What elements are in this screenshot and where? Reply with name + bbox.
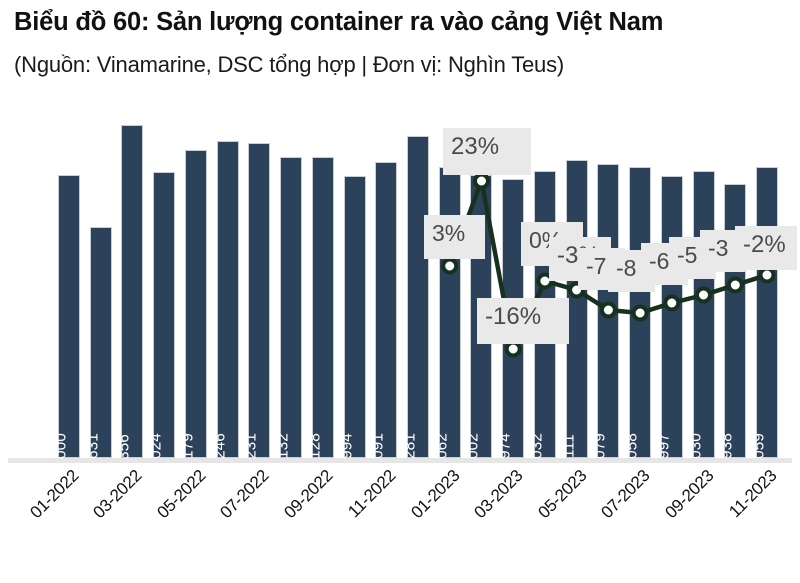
- bar: 2,132: [275, 156, 303, 472]
- x-tick-label: 11-2023: [725, 466, 781, 522]
- bar-value-label: 2,030: [687, 433, 705, 473]
- bar-value-label: 2,032: [528, 433, 546, 473]
- bar: 2,024: [148, 171, 176, 472]
- bar-value-label: 2,024: [147, 433, 165, 473]
- bar-value-label: 2,246: [211, 433, 229, 473]
- x-axis-line: [8, 458, 792, 463]
- x-tick-label: 01-2022: [26, 466, 83, 523]
- bar-value-label: 2,079: [591, 433, 609, 473]
- bar: 2,231: [243, 142, 271, 472]
- bar-value-label: 2,002: [464, 433, 482, 473]
- bar: 1,631: [84, 227, 112, 472]
- bar: 2,356: [116, 125, 144, 472]
- pct-label-neg16: -16%: [477, 298, 569, 344]
- bar: 2,059: [751, 166, 778, 472]
- bar: 1,997: [655, 175, 683, 472]
- x-tick-label: 11-2022: [344, 466, 400, 522]
- x-tick-label: 07-2022: [216, 466, 273, 523]
- bar-value-label: 2,062: [433, 433, 451, 473]
- bar-value-label: 2,132: [274, 433, 292, 473]
- chart-subtitle: (Nguồn: Vinamarine, DSC tổng hợp | Đơn v…: [14, 52, 565, 77]
- bar: 2,079: [592, 164, 620, 472]
- x-tick-label: 09-2022: [280, 466, 337, 523]
- pct-label-3: 3%: [424, 215, 485, 259]
- x-tick-label: 03-2022: [89, 466, 146, 523]
- x-tick-label: 09-2023: [660, 466, 717, 523]
- pct-label-neg2: -2%: [735, 226, 797, 270]
- x-tick-label: 07-2023: [597, 466, 654, 523]
- bar: 2,062: [433, 166, 461, 472]
- bar: 2,000: [53, 175, 80, 472]
- bar: 2,179: [179, 150, 207, 472]
- bar-value-label: 2,111: [560, 434, 578, 472]
- chart-title: Biểu đồ 60: Sản lượng container ra vào c…: [14, 8, 664, 36]
- bar-value-label: 1,938: [718, 433, 736, 473]
- bar-value-label: 2,281: [401, 433, 419, 473]
- bar: 2,058: [624, 167, 652, 472]
- bar: 1,994: [338, 176, 366, 472]
- x-tick-label: 01-2023: [407, 466, 464, 523]
- bar-value-label: 1,997: [655, 433, 673, 473]
- bar: 2,091: [370, 162, 398, 472]
- bar: 2,246: [211, 140, 239, 472]
- x-tick-label: 05-2022: [153, 466, 210, 523]
- bar-value-label: 1,994: [338, 433, 356, 473]
- bar: 2,030: [687, 171, 715, 472]
- bar: 2,281: [402, 135, 429, 472]
- x-tick-label: 05-2023: [533, 466, 591, 523]
- bar-value-label: 1,631: [84, 433, 102, 473]
- pct-label-23: 23%: [443, 128, 531, 175]
- bar: 2,128: [306, 157, 334, 472]
- x-tick-label: 03-2023: [470, 466, 527, 523]
